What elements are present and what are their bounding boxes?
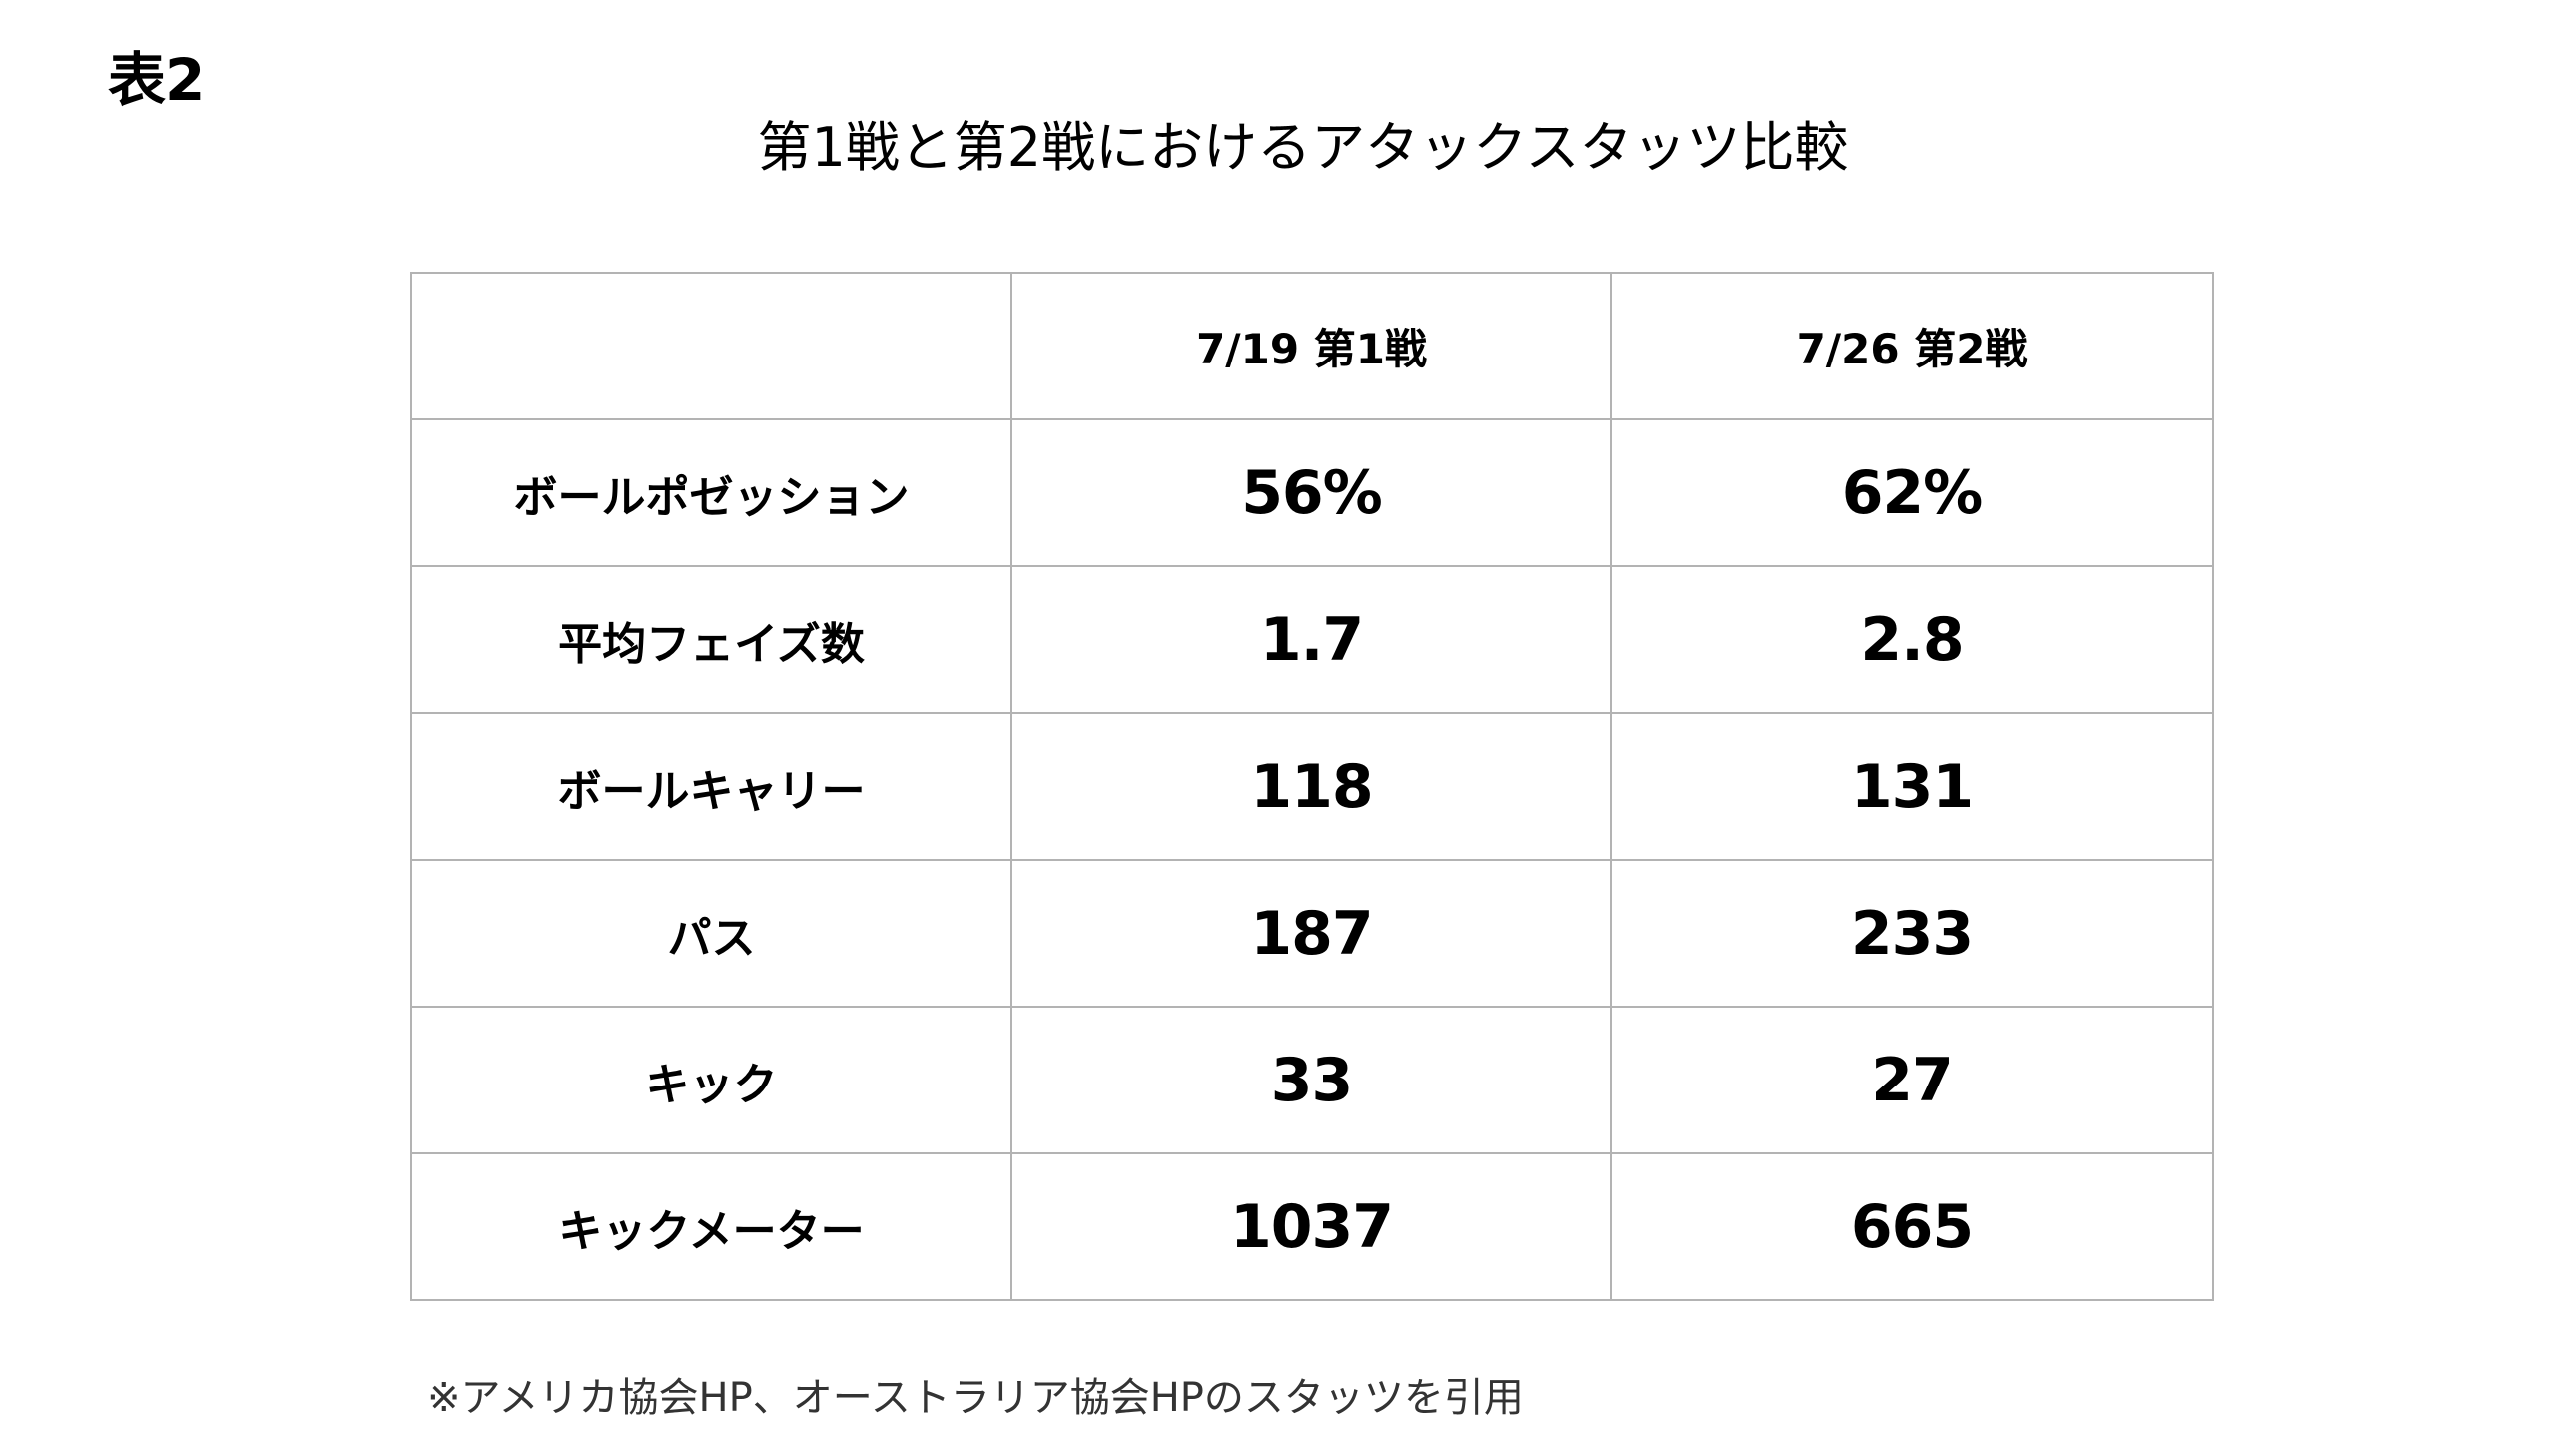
row-label-kicks: キック	[410, 1006, 1012, 1154]
table-cell: 233	[1610, 859, 2214, 1008]
table-cell: 131	[1610, 712, 2214, 861]
table-cell: 118	[1010, 712, 1612, 861]
table-cell: 27	[1610, 1006, 2214, 1154]
table-row: パス 187 233	[410, 859, 2214, 1008]
column-header-match-1: 7/19 第1戦	[1010, 272, 1612, 420]
table-cell: 2.8	[1610, 565, 2214, 714]
row-label-ball-carries: ボールキャリー	[410, 712, 1012, 861]
table-row: キック 33 27	[410, 1006, 2214, 1154]
stats-table: 7/19 第1戦 7/26 第2戦 ボールポゼッション 56% 62% 平均フェ…	[410, 272, 2214, 1301]
table-label: 表2	[108, 46, 205, 114]
table-header-row: 7/19 第1戦 7/26 第2戦	[410, 272, 2214, 420]
row-label-kick-meters: キックメーター	[410, 1152, 1012, 1301]
table-cell: 62%	[1610, 418, 2214, 567]
column-header-empty	[410, 272, 1012, 420]
table-title: 第1戦と第2戦におけるアタックスタッツ比較	[757, 116, 1849, 179]
row-label-passes: パス	[410, 859, 1012, 1008]
table-cell: 33	[1010, 1006, 1612, 1154]
table-cell: 665	[1610, 1152, 2214, 1301]
source-footnote: ※アメリカ協会HP、オーストラリア協会HPのスタッツを引用	[427, 1375, 1524, 1421]
table-row: ボールポゼッション 56% 62%	[410, 418, 2214, 567]
table-row: ボールキャリー 118 131	[410, 712, 2214, 861]
table-row: 平均フェイズ数 1.7 2.8	[410, 565, 2214, 714]
column-header-match-2: 7/26 第2戦	[1610, 272, 2214, 420]
table-cell: 187	[1010, 859, 1612, 1008]
row-label-ball-possession: ボールポゼッション	[410, 418, 1012, 567]
row-label-average-phases: 平均フェイズ数	[410, 565, 1012, 714]
table-cell: 56%	[1010, 418, 1612, 567]
table-cell: 1037	[1010, 1152, 1612, 1301]
table-row: キックメーター 1037 665	[410, 1152, 2214, 1301]
table-cell: 1.7	[1010, 565, 1612, 714]
